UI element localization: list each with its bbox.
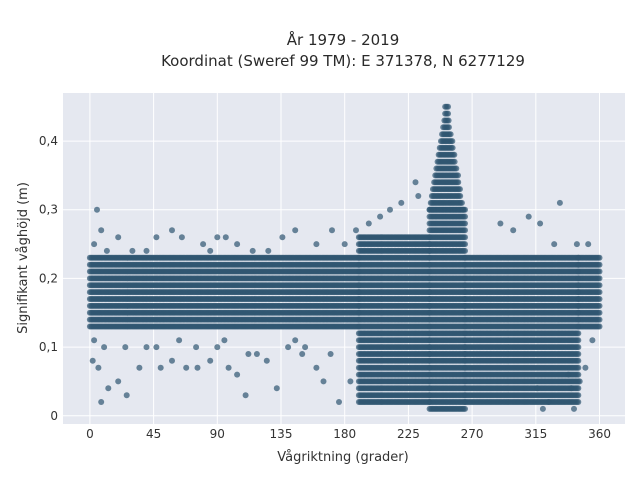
data-point: [462, 234, 468, 241]
chart-title-line1: År 1979 - 2019: [287, 30, 400, 49]
data-point: [462, 247, 468, 254]
data-point: [462, 227, 468, 234]
data-points: [86, 103, 603, 412]
data-point: [462, 220, 468, 227]
data-point: [462, 405, 468, 412]
data-point: [462, 241, 468, 248]
data-point: [462, 213, 468, 220]
chart-title-line2: Koordinat (Sweref 99 TM): E 371378, N 62…: [161, 52, 525, 70]
